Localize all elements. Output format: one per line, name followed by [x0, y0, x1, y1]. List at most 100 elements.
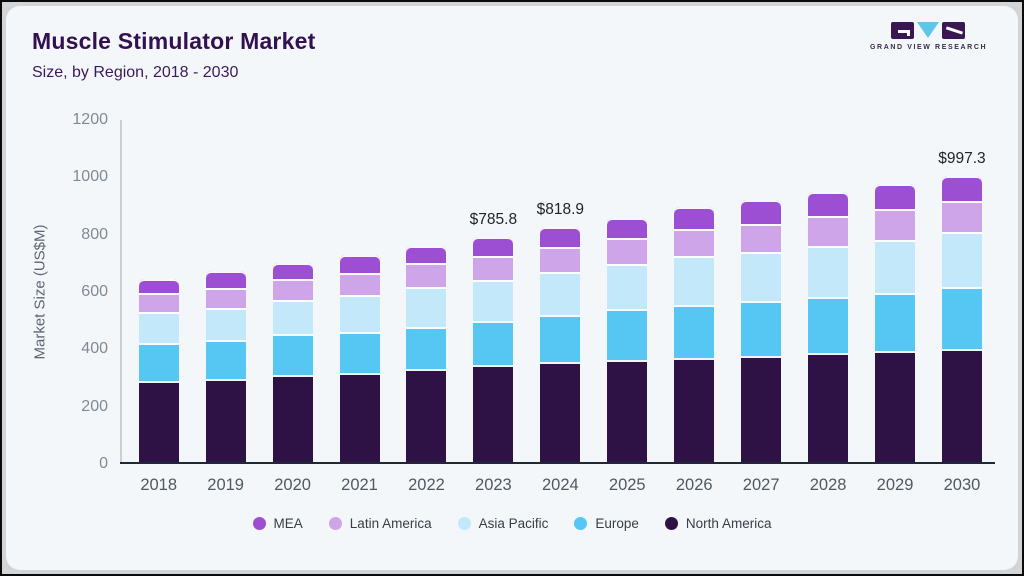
bar-segment-europe: [875, 293, 916, 351]
x-tick-label: 2018: [140, 476, 178, 494]
y-axis-line: [120, 120, 122, 464]
stacked-bar-2018: [138, 278, 179, 462]
bar-segment-north-america: [406, 368, 447, 462]
bar-segment-europe: [205, 340, 246, 379]
bar-segment-latin-america: [406, 263, 447, 288]
y-tick-label: 800: [81, 225, 108, 243]
bar-segment-asia-pacific: [406, 287, 447, 327]
legend: MEA Latin America Asia Pacific Europe North …: [2, 516, 1022, 531]
x-tick-label: 2020: [274, 476, 311, 494]
bar-segment-asia-pacific: [808, 246, 849, 298]
bar-segment-asia-pacific: [875, 239, 916, 294]
legend-dot-icon: [457, 517, 471, 530]
page-title: Muscle Stimulator Market: [32, 28, 316, 54]
y-axis-title: Market Size (US$M): [31, 224, 49, 360]
legend-dot-icon: [574, 517, 588, 530]
bar-segment-north-america: [138, 381, 179, 462]
stacked-bar-2022: [406, 245, 447, 462]
stacked-bar-2026: [674, 207, 715, 462]
bar-segment-latin-america: [272, 279, 313, 301]
bar-segment-mea: [339, 255, 380, 274]
stacked-bar-2028: [808, 192, 849, 462]
bar-segment-latin-america: [473, 255, 514, 280]
bar-segment-asia-pacific: [473, 279, 514, 322]
bar-segment-north-america: [339, 372, 380, 462]
bar-segment-north-america: [540, 362, 581, 462]
bar-segment-north-america: [272, 375, 313, 462]
x-tick-label: 2029: [876, 476, 914, 494]
logo-r-mark-icon: [942, 22, 965, 39]
legend-item-north-america: North America: [664, 516, 772, 531]
bar-segment-mea: [205, 271, 246, 288]
bar-segment-europe: [138, 343, 179, 382]
x-tick-label: 2022: [408, 476, 445, 494]
bar-segment-europe: [941, 287, 982, 349]
bar-segment-asia-pacific: [607, 264, 648, 310]
legend-label: Latin America: [349, 516, 432, 531]
legend-item-europe: Europe: [574, 516, 639, 531]
legend-label: North America: [685, 516, 772, 531]
bar-segment-north-america: [607, 359, 648, 462]
bar-segment-asia-pacific: [941, 232, 982, 288]
bar-segment-latin-america: [607, 238, 648, 265]
stacked-bar-2024: [540, 227, 581, 462]
bar-segment-latin-america: [875, 209, 916, 240]
stacked-bar-2021: [339, 255, 380, 462]
bar-segment-latin-america: [339, 273, 380, 296]
x-tick-label: 2025: [608, 476, 646, 494]
legend-item-asia-pacific: Asia Pacific: [457, 516, 548, 531]
stacked-bar-2020: [272, 262, 313, 462]
x-tick-label: 2028: [809, 476, 847, 494]
bar-segment-mea: [674, 207, 715, 229]
bar-segment-mea: [741, 200, 782, 225]
bar-segment-mea: [272, 262, 313, 280]
bar-segment-mea: [607, 217, 648, 239]
bar-value-label: $997.3: [938, 150, 986, 168]
bar-segment-asia-pacific: [674, 256, 715, 305]
logo-v-triangle-icon: [917, 22, 939, 38]
x-tick-label: 2019: [207, 476, 244, 494]
bar-segment-europe: [540, 314, 581, 363]
stacked-bar-2025: [607, 217, 648, 462]
bar-segment-asia-pacific: [138, 311, 179, 344]
bar-segment-north-america: [741, 355, 782, 462]
y-tick-label: 1000: [72, 168, 108, 186]
bar-segment-north-america: [875, 350, 916, 462]
y-tick-label: 1200: [72, 111, 108, 128]
x-tick-label: 2030: [943, 476, 981, 494]
bar-segment-north-america: [473, 365, 514, 462]
bar-segment-mea: [808, 192, 849, 217]
bar-segment-europe: [339, 331, 380, 373]
legend-item-mea: MEA: [252, 516, 303, 531]
bar-segment-europe: [674, 304, 715, 358]
legend-item-latin-america: Latin America: [328, 516, 432, 531]
gvr-logo: GRAND VIEW RESEARCH: [870, 22, 986, 51]
y-tick-label: 0: [99, 455, 108, 472]
gvr-logo-marks: [870, 22, 986, 40]
bar-segment-latin-america: [205, 287, 246, 308]
x-tick-label: 2021: [341, 476, 378, 494]
bar-segment-mea: [138, 278, 179, 293]
legend-label: MEA: [273, 516, 303, 531]
stacked-bar-2030: [941, 176, 982, 462]
bar-segment-europe: [406, 326, 447, 369]
legend-dot-icon: [252, 517, 266, 530]
bar-segment-europe: [473, 321, 514, 366]
y-tick-label: 200: [81, 397, 108, 415]
legend-dot-icon: [328, 517, 342, 530]
bar-segment-latin-america: [674, 228, 715, 257]
bar-segment-latin-america: [138, 292, 179, 312]
legend-dot-icon: [664, 517, 678, 530]
bar-segment-mea: [540, 227, 581, 247]
bar-segment-asia-pacific: [339, 295, 380, 332]
bar-segment-asia-pacific: [741, 252, 782, 301]
x-tick-label: 2027: [742, 476, 780, 494]
bar-segment-europe: [272, 334, 313, 376]
bar-segment-mea: [875, 183, 916, 210]
y-tick-label: 400: [81, 340, 108, 358]
bar-segment-latin-america: [540, 246, 581, 272]
page-subtitle: Size, by Region, 2018 - 2030: [32, 64, 239, 81]
bar-segment-mea: [473, 236, 514, 256]
stacked-bar-2029: [875, 183, 916, 462]
